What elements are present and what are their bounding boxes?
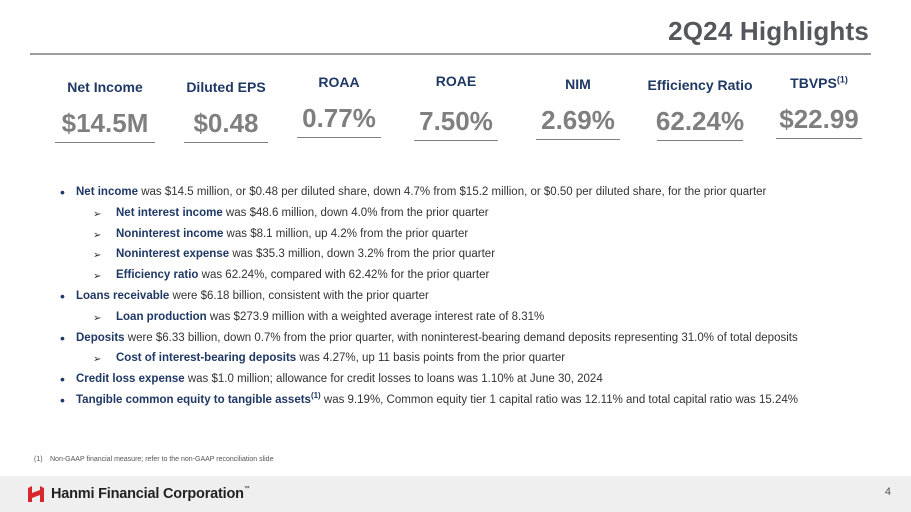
page-number: 4 — [884, 486, 891, 498]
kpi-value: $22.99 — [779, 104, 859, 134]
footnote-number: (1) — [34, 456, 43, 463]
kpi-underline — [184, 142, 268, 143]
kpi-value: 7.50% — [419, 106, 493, 136]
company-logo: Hanmi Financial Corporation™ — [26, 484, 250, 504]
list-item: • Credit loss expense was $1.0 million; a… — [60, 371, 603, 388]
kpi-value: 0.77% — [302, 103, 376, 133]
list-item: • Deposits were $6.33 billion, down 0.7% … — [60, 329, 798, 346]
list-item: ➢ Noninterest expense was $35.3 million, … — [93, 248, 496, 262]
footer-bar: Hanmi Financial Corporation™ 4 — [0, 476, 911, 512]
slide-title: 2Q24 Highlights — [668, 16, 869, 46]
list-item: ➢ Loan production was $273.9 million with… — [93, 310, 545, 324]
arrow-bullet-icon: ➢ — [93, 271, 102, 283]
arrow-bullet-icon: ➢ — [93, 312, 102, 324]
bullet-dot-icon: • — [60, 287, 65, 304]
list-item: ➢ Efficiency ratio was 62.24%, compared w… — [93, 269, 490, 283]
kpi-underline — [776, 138, 862, 139]
kpi-net-income: Net Income $14.5M — [55, 78, 155, 143]
bullet-dot-icon: • — [60, 184, 65, 200]
kpi-underline — [536, 139, 620, 140]
kpi-value: $0.48 — [193, 108, 259, 138]
hanmi-logo-icon — [28, 486, 44, 502]
kpi-label: NIM — [565, 76, 591, 92]
kpi-label: Diluted EPS — [186, 79, 266, 95]
kpi-roae: ROAE 7.50% — [413, 72, 499, 141]
kpi-value: 2.69% — [541, 105, 615, 135]
kpi-underline — [414, 140, 498, 141]
kpi-diluted-eps: Diluted EPS $0.48 — [182, 78, 270, 143]
bullet-dot-icon: • — [60, 371, 65, 388]
arrow-bullet-icon: ➢ — [93, 229, 102, 241]
list-item: ➢ Net interest income was $48.6 million, … — [93, 206, 489, 220]
kpi-roaa: ROAA 0.77% — [297, 73, 381, 138]
list-item: • Tangible common equity to tangible asse… — [60, 391, 799, 408]
kpi-efficiency-ratio: Efficiency Ratio 62.24% — [640, 76, 760, 141]
kpi-underline — [55, 142, 155, 143]
list-item: • Loans receivable were $6.18 billion, co… — [60, 287, 429, 304]
kpi-underline — [297, 137, 381, 138]
company-name: Hanmi Financial Corporation™ — [51, 486, 250, 502]
list-item: ➢ Noninterest income was $8.1 million, up… — [93, 227, 469, 241]
kpi-tbvps: TBVPS(1) $22.99 — [776, 74, 862, 139]
kpi-label: ROAA — [318, 74, 360, 90]
kpi-label: TBVPS(1) — [790, 74, 848, 91]
highlights-list: • Net income was $14.5 million, or $0.48 … — [60, 185, 900, 414]
arrow-bullet-icon: ➢ — [93, 208, 102, 220]
kpi-label: Net Income — [67, 79, 143, 95]
arrow-bullet-icon: ➢ — [93, 250, 102, 262]
bullet-dot-icon: • — [60, 391, 65, 408]
footnote-text: Non-GAAP financial measure; refer to the… — [50, 456, 274, 463]
footnote: (1) Non-GAAP financial measure; refer to … — [34, 456, 273, 463]
kpi-underline — [657, 140, 743, 141]
kpi-label: ROAE — [435, 73, 477, 89]
kpi-value: 62.24% — [655, 106, 745, 136]
kpi-value: $14.5M — [61, 108, 149, 138]
bullet-dot-icon: • — [60, 329, 65, 346]
list-item: ➢ Cost of interest-bearing deposits was 4… — [93, 352, 566, 366]
kpi-nim: NIM 2.69% — [535, 75, 621, 140]
arrow-bullet-icon: ➢ — [93, 354, 102, 366]
kpi-label: Efficiency Ratio — [647, 77, 753, 93]
list-item: • Net income was $14.5 million, or $0.48 … — [60, 184, 767, 200]
title-divider — [30, 53, 871, 55]
